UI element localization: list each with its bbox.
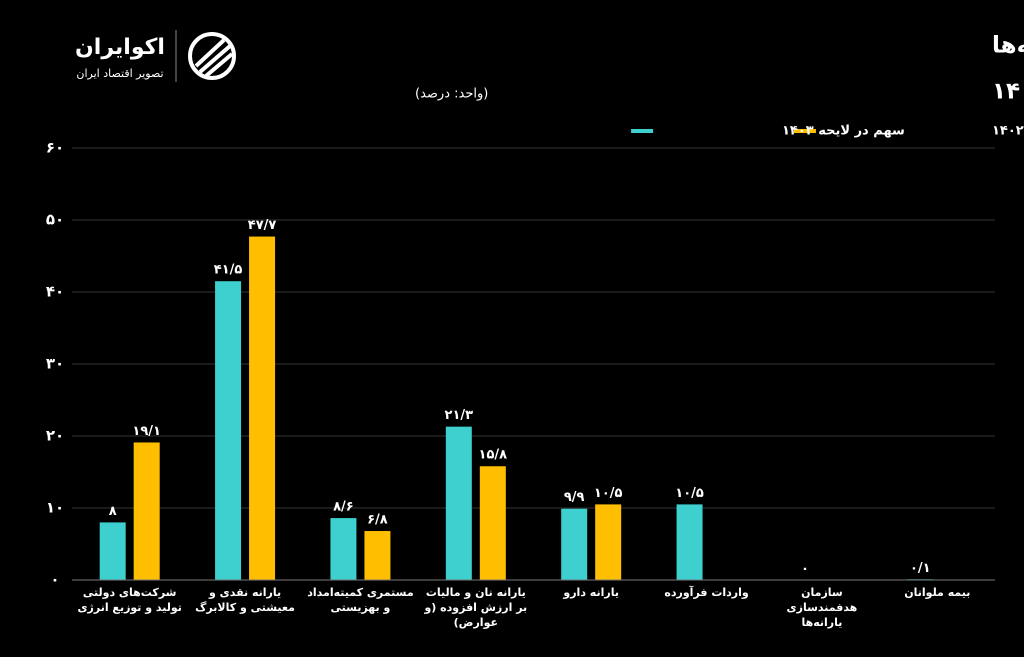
- value-label: ۱۹/۱: [132, 424, 161, 439]
- y-tick-label: ۳۰: [46, 355, 64, 373]
- x-tick-label: بیمه ملوانان: [904, 586, 971, 599]
- bar: [561, 508, 588, 580]
- x-tick-label: یارانه نان و مالیات بر ارزش افزوده (و عو…: [424, 586, 528, 629]
- y-tick-label: ۶۰: [46, 139, 64, 157]
- bar: [99, 522, 126, 580]
- bar: [215, 281, 242, 580]
- value-label: ۴۱/۵: [214, 263, 243, 278]
- y-tick-label: ۰: [50, 571, 59, 589]
- bar: [479, 466, 506, 580]
- x-tick-label: یارانه دارو: [563, 586, 619, 599]
- value-label: ۸: [109, 504, 117, 519]
- x-tick-label: مستمری کمیته‌امداد و بهزیستی: [307, 586, 414, 614]
- value-label: ۲۱/۳: [445, 408, 474, 423]
- x-tick-label: واردات فرآورده: [664, 586, 749, 599]
- value-label: ۱۰/۵: [675, 486, 704, 501]
- brand-logo: [188, 32, 236, 80]
- y-tick-label: ۲۰: [46, 427, 64, 445]
- value-label: ۱۰/۵: [594, 486, 623, 501]
- x-tick-label: سازمان هدفمندسازی یارانه‌ها: [786, 586, 858, 629]
- value-label: ۰: [801, 562, 809, 577]
- value-label: ۴۷/۷: [248, 218, 277, 233]
- bar: [595, 504, 622, 580]
- bar: [330, 518, 357, 580]
- brand-name: اکوایران: [75, 35, 165, 60]
- y-tick-label: ۱۰: [46, 499, 64, 517]
- bar: [133, 442, 160, 580]
- legend-swatch: [793, 129, 816, 133]
- chart-subtitle: در لایحه بودجه ۱۴۰۳ و قانون بودجه ۱۴۰۲: [992, 79, 1024, 105]
- value-label: ۹/۹: [564, 490, 585, 505]
- bar: [364, 531, 391, 580]
- bar: [445, 426, 472, 580]
- legend-label: سهم در قانون بودجه ۱۴۰۲: [992, 124, 1024, 139]
- brand-tagline: تصویر اقتصاد ایران: [76, 67, 163, 80]
- x-tick-label: شرکت‌های دولتی تولید و توزیع انرژی: [77, 586, 182, 614]
- value-label: ۶/۸: [367, 513, 388, 528]
- y-tick-label: ۴۰: [46, 283, 64, 301]
- bar: [676, 504, 703, 580]
- value-label: ۸/۶: [333, 500, 354, 515]
- legend-swatch: [631, 129, 654, 133]
- x-tick-label: یارانه نقدی و معیشتی و کالابرگ: [195, 586, 295, 614]
- value-label: ۱۵/۸: [479, 448, 508, 463]
- chart-title: سهم هر یک از موارد مصرف یارانه‌ها: [992, 33, 1024, 59]
- legend-label: سهم در لایحه ۱۴۰۳: [782, 124, 905, 139]
- y-tick-label: ۵۰: [46, 211, 64, 229]
- unit-note: (واحد: درصد): [415, 87, 488, 102]
- bar: [249, 236, 276, 580]
- value-label: ۰/۱: [910, 561, 931, 576]
